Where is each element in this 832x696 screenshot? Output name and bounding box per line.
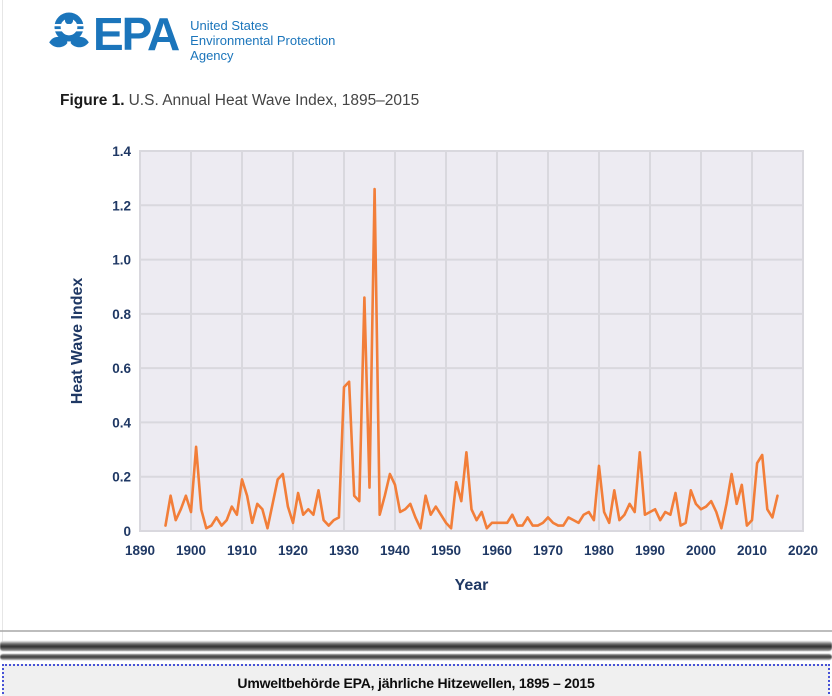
caption-text: Umweltbehörde EPA, jährliche Hitzewellen…: [237, 675, 595, 691]
y-axis-title: Heat Wave Index: [69, 278, 86, 405]
epa-logo: EPA: [47, 8, 180, 60]
x-axis-tick-label: 2000: [686, 543, 716, 558]
x-axis-tick-label: 1900: [176, 543, 206, 558]
figure-label: Figure 1.: [60, 92, 125, 109]
x-axis-title: Year: [455, 577, 489, 594]
x-axis-tick-label: 1930: [329, 543, 359, 558]
x-axis-tick-label: 2020: [788, 543, 818, 558]
y-axis-tick-label: 0.4: [112, 415, 131, 430]
x-axis-tick-label: 1920: [278, 543, 308, 558]
plot-border: [139, 150, 804, 532]
figure-title: Figure 1. U.S. Annual Heat Wave Index, 18…: [60, 92, 419, 110]
epa-flower-icon: [49, 12, 89, 48]
y-axis-tick-label: 1.0: [112, 253, 131, 268]
heat-wave-index-line: [164, 187, 779, 530]
agency-line-1: United States: [190, 18, 269, 33]
x-axis-tick-label: 1990: [635, 543, 665, 558]
divider-thick: [0, 641, 832, 651]
agency-name: United States Environmental Protection A…: [190, 18, 335, 63]
x-axis-tick-label: 1940: [380, 543, 410, 558]
heat-wave-chart: 0 0.2 0.4 0.6 0.8 1.0 1.2 1.4 1890 1900 1910 1920 19…: [69, 144, 818, 594]
figure-title-text: U.S. Annual Heat Wave Index, 1895–2015: [128, 92, 420, 109]
x-axis-tick-label: 1980: [584, 543, 614, 558]
agency-line-2: Environmental Protection: [190, 33, 336, 48]
y-axis-tick-label: 0.8: [112, 307, 131, 322]
y-axis-tick-label: 1.2: [112, 198, 131, 213]
y-axis-tick-label: 0.2: [112, 470, 131, 485]
y-axis-tick-label: 0.6: [112, 361, 131, 376]
epa-wordmark: EPA: [93, 8, 180, 60]
divider-medium: [0, 654, 832, 660]
page-left-edge: [2, 0, 3, 648]
x-axis-tick-label: 1910: [227, 543, 257, 558]
divider-thin: [0, 630, 832, 632]
caption-box: Umweltbehörde EPA, jährliche Hitzewellen…: [2, 664, 830, 696]
x-axis-tick-label: 1950: [431, 543, 461, 558]
x-axis-tick-label: 2010: [737, 543, 767, 558]
x-axis-tick-label: 1890: [125, 543, 155, 558]
y-axis-tick-label: 0: [123, 524, 131, 539]
x-axis-tick-label: 1970: [533, 543, 563, 558]
agency-line-3: Agency: [190, 48, 234, 63]
y-axis-tick-label: 1.4: [112, 144, 131, 159]
epa-header: EPA United States Environmental Protecti…: [47, 10, 335, 63]
x-axis-tick-label: 1960: [482, 543, 512, 558]
plot-background: [140, 151, 803, 531]
